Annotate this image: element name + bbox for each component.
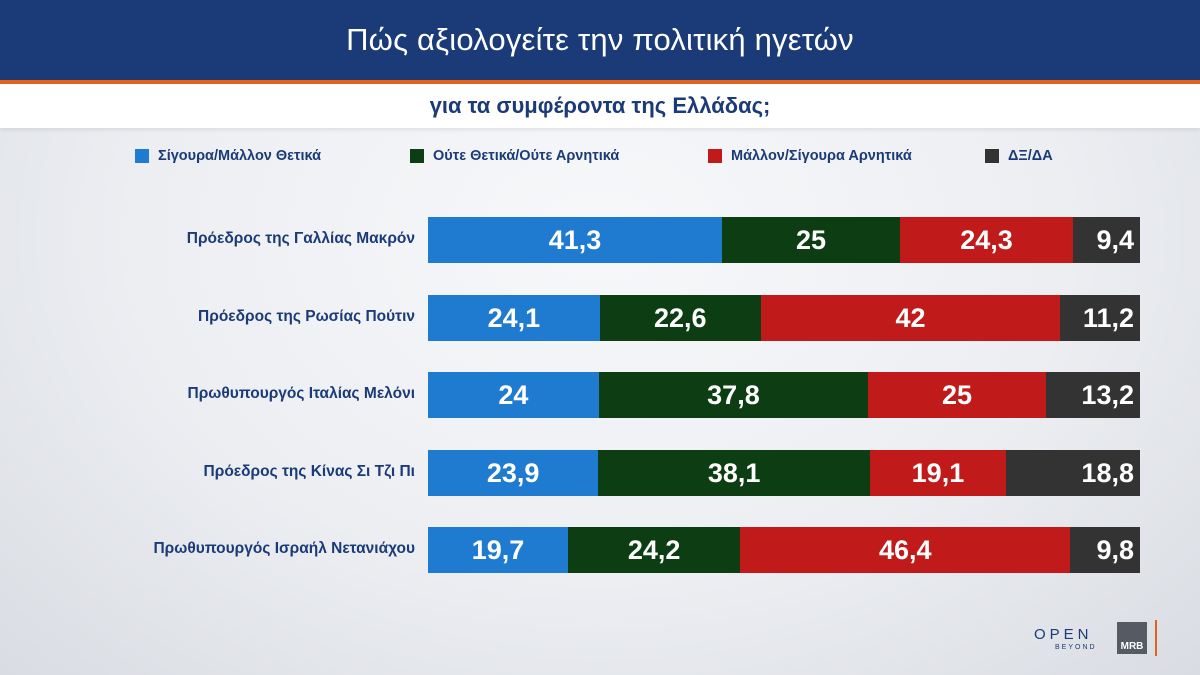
bar-segment-xi-positive: 23,9: [428, 450, 599, 496]
data-label-putin-negative: 42: [895, 302, 926, 333]
data-label-xi-positive: 23,9: [486, 457, 540, 488]
bar-segment-meloni-neutral: 37,8: [598, 372, 868, 418]
legend-label-neutral: Ούτε Θετικά/Ούτε Αρνητικά: [433, 148, 620, 164]
bar-segment-putin-negative: 42: [760, 295, 1061, 341]
data-label-netanyahu-positive: 19,7: [471, 534, 525, 565]
legend: Σίγουρα/Μάλλον Θετικά Ούτε Θετικά/Ούτε Α…: [0, 148, 1200, 170]
data-label-xi-neutral: 38,1: [707, 457, 761, 488]
data-label-netanyahu-dk: 9,8: [1096, 534, 1134, 565]
subtitle-bar: για τα συμφέροντα της Ελλάδας;: [0, 84, 1200, 128]
legend-label-dk: ΔΞ/ΔΑ: [1008, 148, 1053, 164]
bar-segment-meloni-negative: 25: [868, 372, 1047, 418]
bar-segment-netanyahu-neutral: 24,2: [568, 527, 741, 573]
legend-label-negative: Μάλλον/Σίγουρα Αρνητικά: [731, 148, 912, 164]
legend-swatch-dk: [985, 149, 999, 163]
bar-segment-putin-dk: 11,2: [1060, 295, 1140, 341]
bar-segment-netanyahu-negative: 46,4: [740, 527, 1071, 573]
legend-item-positive: Σίγουρα/Μάλλον Θετικά: [135, 148, 321, 164]
legend-item-negative: Μάλλον/Σίγουρα Αρνητικά: [708, 148, 912, 164]
bar-segment-netanyahu-positive: 19,7: [428, 527, 569, 573]
data-label-macron-positive: 41,3: [548, 224, 602, 255]
bar-segment-xi-dk: 18,8: [1006, 450, 1140, 496]
data-label-meloni-dk: 13,2: [1081, 379, 1134, 410]
data-label-macron-negative: 24,3: [960, 224, 1013, 255]
row-label-xi: Πρόεδρος της Κίνας Σι Τζι Πι: [203, 463, 415, 480]
mrb-logo: MRB: [1117, 622, 1147, 654]
chart-subtitle: για τα συμφέροντα της Ελλάδας;: [429, 93, 771, 118]
row-label-meloni: Πρωθυπουργός Ιταλίας Μελόνι: [187, 385, 415, 402]
bar-segment-macron-dk: 9,4: [1073, 217, 1140, 263]
accent-divider: [1155, 620, 1157, 656]
open-logo: OPEN: [1034, 626, 1093, 643]
data-label-meloni-neutral: 37,8: [707, 379, 760, 410]
header-bar: Πώς αξιολογείτε την πολιτική ηγετών: [0, 0, 1200, 84]
logo-group: OPEN BEYOND MRB: [1030, 620, 1190, 660]
bar-segment-macron-positive: 41,3: [428, 217, 723, 263]
bar-segment-meloni-dk: 13,2: [1046, 372, 1140, 418]
data-label-meloni-negative: 25: [941, 379, 973, 410]
bar-segment-xi-negative: 19,1: [869, 450, 1006, 496]
row-label-netanyahu: Πρωθυπουργός Ισραήλ Νετανιάχου: [153, 540, 415, 557]
beyond-logo: BEYOND: [1055, 644, 1097, 651]
data-label-xi-dk: 18,8: [1081, 457, 1134, 488]
data-label-netanyahu-negative: 46,4: [878, 534, 932, 565]
data-label-macron-dk: 9,4: [1096, 224, 1134, 255]
bar-segment-xi-neutral: 38,1: [598, 450, 870, 496]
bar-segment-macron-negative: 24,3: [900, 217, 1074, 263]
data-label-netanyahu-neutral: 24,2: [627, 534, 681, 565]
data-label-putin-dk: 11,2: [1082, 302, 1134, 333]
data-label-meloni-positive: 24: [498, 379, 529, 410]
mrb-logo-text: MRB: [1120, 641, 1144, 652]
legend-label-positive: Σίγουρα/Μάλλον Θετικά: [158, 148, 322, 164]
legend-swatch-positive: [135, 149, 149, 163]
data-label-putin-positive: 24,1: [487, 302, 541, 333]
bar-segment-meloni-positive: 24: [428, 372, 599, 418]
data-label-macron-neutral: 25: [796, 224, 827, 255]
legend-item-neutral: Ούτε Θετικά/Ούτε Αρνητικά: [410, 148, 619, 164]
row-label-putin: Πρόεδρος της Ρωσίας Πούτιν: [198, 308, 415, 325]
legend-swatch-neutral: [410, 149, 424, 163]
bar-segment-netanyahu-dk: 9,8: [1070, 527, 1140, 573]
legend-item-dk: ΔΞ/ΔΑ: [985, 148, 1053, 164]
data-label-putin-neutral: 22,6: [654, 302, 707, 333]
row-label-macron: Πρόεδρος της Γαλλίας Μακρόν: [186, 230, 415, 247]
bar-segment-macron-neutral: 25: [722, 217, 901, 263]
legend-swatch-negative: [708, 149, 722, 163]
bar-segment-putin-positive: 24,1: [428, 295, 600, 341]
bar-segment-putin-neutral: 22,6: [599, 295, 761, 341]
chart-title: Πώς αξιολογείτε την πολιτική ηγετών: [346, 22, 854, 57]
data-label-xi-negative: 19,1: [911, 457, 965, 488]
